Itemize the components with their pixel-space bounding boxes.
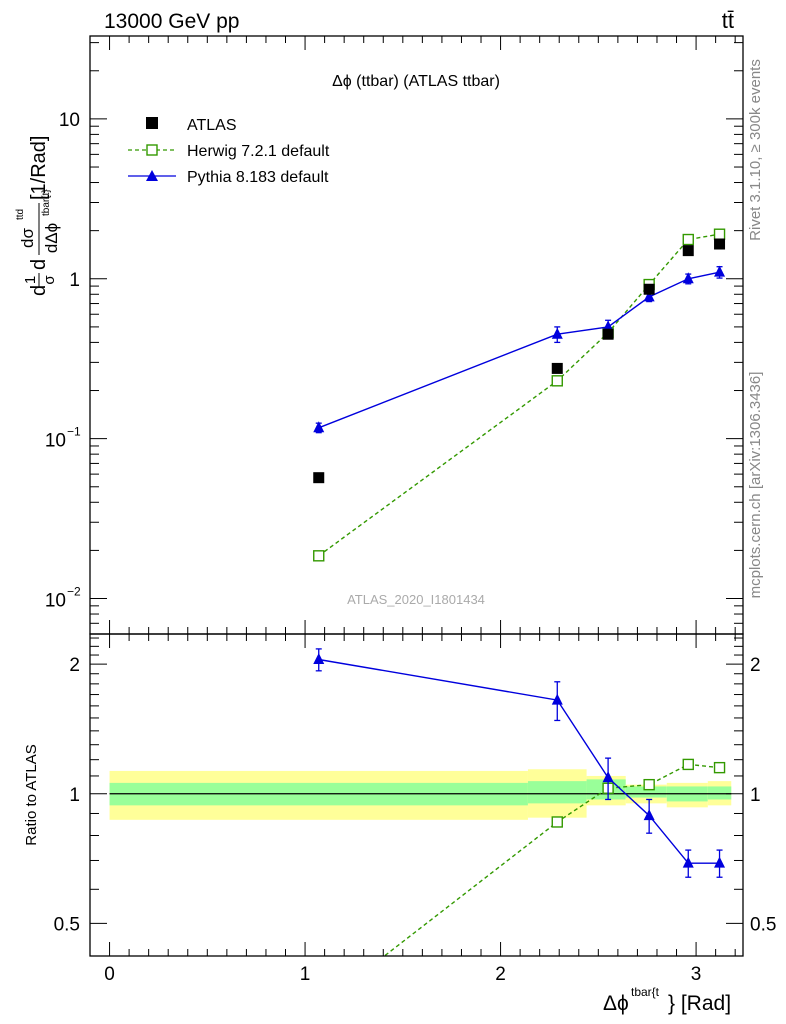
legend: ATLAS Herwig 7.2.1 default Pythia 8.183 … — [128, 117, 330, 186]
herwig-ratio-point — [643, 778, 655, 791]
pythia-point — [714, 265, 726, 277]
pythia-point — [602, 320, 614, 332]
herwig-point — [313, 550, 325, 562]
chart-title: Δϕ (ttbar) (ATLAS ttbar) — [332, 73, 500, 90]
herwig-ratio-point — [314, 1002, 324, 1012]
herwig-point — [713, 228, 726, 240]
pythia-ratio-point — [551, 693, 563, 705]
pythia-point — [682, 272, 694, 284]
x-tick-label: 2 — [495, 964, 506, 985]
ratio-y-tick-label: 0.5 — [54, 914, 80, 935]
mcplots-label: mcplots.cern.ch [arXiv:1306.3436] — [747, 372, 764, 599]
x-tick-label: 1 — [300, 964, 311, 985]
energy-label: 13000 GeV pp — [104, 10, 239, 33]
pythia-ratio-point — [682, 856, 694, 868]
x-axis-label: Δϕ tbar{t } [Rad] — [603, 985, 731, 1015]
y-label-d1: d — [28, 285, 50, 296]
ratio-y-tick-label-right: 1 — [750, 785, 761, 806]
y-label-frac2-num-sup: ttd — [15, 209, 26, 220]
herwig-point — [682, 233, 694, 246]
atlas-point — [551, 362, 563, 374]
ratio-panel: 0 1 2 3 0.5 0.5 1 1 2 2 Ratio to ATLAS Δϕ tbar{t … — [23, 633, 776, 1015]
legend-herwig-label: Herwig 7.2.1 default — [187, 143, 330, 160]
ratio-y-tick-label-right: 2 — [750, 655, 761, 676]
ratio-y-axis-label: Ratio to ATLAS — [23, 744, 40, 845]
pythia-line — [318, 271, 720, 429]
y-label-frac1-num: 1 — [22, 276, 39, 284]
y-label-units: [1/Rad] — [28, 136, 50, 200]
y-label-frac2-num: dσ — [18, 228, 37, 248]
pythia-ratio-point — [313, 653, 325, 665]
y-tick-label: 10 — [45, 431, 66, 452]
pythia-ratio-point — [643, 809, 655, 821]
legend-pythia-marker — [146, 170, 158, 181]
y-label-frac2-den-sup: tbar{t} — [41, 189, 52, 216]
x-label-main: Δϕ — [603, 992, 629, 1015]
herwig-ratio-point — [713, 761, 726, 774]
x-label-units: } [Rad] — [668, 992, 731, 1015]
atlas-point — [714, 238, 726, 250]
legend-atlas-marker — [146, 117, 158, 129]
pythia-point — [643, 290, 655, 302]
uncertainty-band-inner — [527, 781, 587, 804]
analysis-watermark: ATLAS_2020_I1801434 — [347, 592, 485, 607]
atlas-point — [602, 328, 614, 340]
herwig-line — [318, 233, 720, 557]
uncertainty-band-inner — [625, 786, 667, 798]
y-label-frac1-den: σ — [41, 275, 58, 285]
y-label-frac2-den: dΔϕ — [42, 223, 61, 253]
pythia-ratio-point — [602, 771, 614, 783]
legend-pythia-label: Pythia 8.183 default — [187, 169, 329, 186]
herwig-ratio-point — [682, 758, 694, 771]
y-tick-label-exponent: −2 — [67, 585, 81, 599]
y-tick-label: 10 — [45, 591, 66, 612]
y-tick-label-exponent: −1 — [67, 425, 81, 439]
atlas-point — [643, 283, 655, 295]
y-tick-label: 10 — [59, 110, 80, 131]
legend-herwig-marker — [146, 144, 158, 156]
pythia-ratio-point — [714, 856, 726, 868]
y-label-d2: d — [28, 259, 50, 270]
atlas-point — [313, 472, 325, 484]
ratio-y-tick-label: 2 — [69, 655, 80, 676]
y-tick-label: 1 — [69, 270, 80, 291]
pythia-point — [551, 327, 563, 339]
herwig-point — [551, 375, 563, 387]
ratio-y-tick-label: 1 — [69, 785, 80, 806]
x-label-sup: tbar{t — [631, 985, 660, 999]
pythia-point — [313, 421, 325, 433]
y-axis-label: d 1 σ d dσ ttd dΔϕ tbar{t} [1/Rad] — [15, 136, 61, 296]
uncertainty-band-inner — [707, 786, 732, 800]
herwig-ratio-point — [551, 816, 563, 828]
ratio-frame — [89, 633, 744, 957]
rivet-label: Rivet 3.1.10, ≥ 300k events — [747, 59, 764, 241]
ratio-y-tick-label-right: 0.5 — [750, 914, 776, 935]
pythia-ratio-line — [318, 658, 720, 864]
process-label: tt̄ — [722, 8, 734, 33]
x-tick-label: 0 — [104, 964, 115, 985]
atlas-point — [682, 245, 694, 257]
legend-atlas-label: ATLAS — [187, 117, 237, 134]
x-tick-label: 3 — [691, 964, 702, 985]
